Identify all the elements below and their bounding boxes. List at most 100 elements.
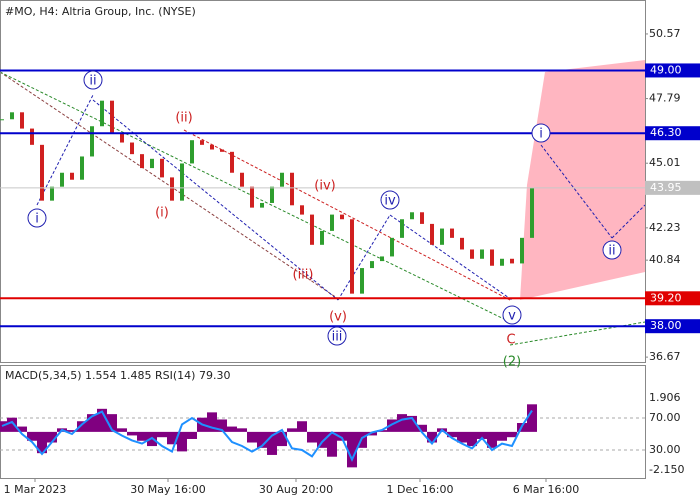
macd-bar — [297, 421, 307, 432]
candle — [370, 261, 374, 269]
wave-label: (i) — [155, 206, 169, 221]
candle — [380, 256, 384, 262]
level-label-bg — [645, 319, 700, 334]
macd-bar — [87, 414, 97, 432]
x-tick-label: 30 May 16:00 — [130, 483, 205, 496]
macd-bar — [257, 431, 267, 448]
candle — [40, 144, 44, 201]
candle — [320, 230, 324, 245]
wave-label: (v) — [329, 310, 347, 325]
macd-bar — [317, 431, 327, 448]
candle — [360, 268, 364, 294]
candle — [470, 249, 474, 259]
macd-bar — [327, 431, 337, 457]
candle — [140, 154, 144, 169]
candle — [70, 172, 74, 180]
macd-bar — [307, 431, 317, 443]
level-label: 46.30 — [650, 126, 682, 139]
level-label: 49.00 — [650, 63, 682, 76]
candle — [250, 186, 254, 208]
candle — [30, 128, 34, 145]
candle — [530, 187, 534, 238]
macd-bar — [217, 419, 227, 432]
level-label: 38.00 — [650, 319, 682, 332]
wave-circle — [27, 208, 47, 228]
candle — [100, 100, 104, 127]
macd-bar — [77, 421, 87, 432]
candle — [50, 186, 54, 201]
wave-label: v — [508, 309, 516, 324]
macd-bar — [37, 431, 47, 454]
macd-bar — [507, 431, 517, 438]
candle — [450, 228, 454, 238]
wave-label: (ii) — [175, 111, 192, 126]
macd-bar — [207, 412, 217, 432]
macd-bar — [107, 414, 117, 432]
macd-bar — [527, 404, 537, 432]
candle — [90, 126, 94, 157]
level-label-bg — [645, 63, 700, 78]
macd-bar — [427, 431, 437, 443]
wave-circle — [602, 240, 622, 260]
level-label-bg — [645, 180, 700, 195]
candle — [520, 237, 524, 264]
candle — [490, 249, 494, 266]
macd-bar — [387, 419, 397, 432]
y-tick-label: 47.79 — [649, 92, 681, 105]
candle — [0, 119, 4, 121]
candle — [200, 140, 204, 145]
candle — [170, 177, 174, 201]
macd-bar — [137, 431, 147, 441]
y2-tick-label: 70.00 — [649, 411, 681, 424]
macd-bar — [237, 428, 247, 432]
wave-label: iv — [384, 194, 396, 209]
macd-bar — [0, 421, 7, 432]
candle — [310, 214, 314, 245]
candle — [410, 212, 414, 220]
macd-bar — [17, 426, 27, 432]
candle — [500, 258, 504, 266]
wave-label: iii — [332, 330, 343, 345]
macd-bar — [117, 428, 127, 432]
x-tick-label: 1 Dec 16:00 — [387, 483, 454, 496]
candle — [330, 214, 334, 231]
level-label: 43.95 — [650, 181, 682, 194]
indicator-title: MACD(5,34,5) 1.554 1.485 RSI(14) 79.30 — [5, 369, 230, 382]
macd-bar — [277, 431, 287, 447]
macd-bar — [127, 431, 137, 436]
macd-bar — [407, 415, 417, 432]
wave-label: (2) — [503, 355, 521, 370]
macd-bar — [187, 431, 197, 439]
candle — [260, 202, 264, 208]
wave-circle — [327, 326, 347, 346]
candle — [160, 158, 164, 178]
macd-bar — [47, 431, 57, 443]
macd-bar — [347, 431, 357, 468]
candle — [280, 172, 284, 187]
candle — [430, 223, 434, 245]
candle — [290, 172, 294, 206]
y-tick-label: 42.23 — [649, 221, 681, 234]
level-label-bg — [645, 126, 700, 141]
macd-bar — [167, 431, 177, 445]
macd-bar — [267, 431, 277, 455]
macd-bar — [497, 431, 507, 441]
wave-circle — [83, 70, 103, 90]
wave-label: ii — [89, 74, 96, 89]
candle — [240, 172, 244, 187]
wave-label: C — [506, 333, 515, 348]
candle — [80, 156, 84, 180]
wave-label: ii — [608, 244, 615, 259]
wave-label: i — [35, 212, 39, 227]
macd-bar — [367, 431, 377, 436]
candle — [210, 144, 214, 150]
macd-bar — [447, 431, 457, 438]
candle — [480, 249, 484, 259]
candle — [10, 112, 14, 120]
wave-label: (iv) — [314, 179, 335, 194]
wave-label: i — [539, 127, 543, 142]
macd-bar — [487, 431, 497, 448]
candle — [270, 186, 274, 203]
wave-label: (iii) — [293, 268, 314, 283]
candle — [110, 100, 114, 134]
